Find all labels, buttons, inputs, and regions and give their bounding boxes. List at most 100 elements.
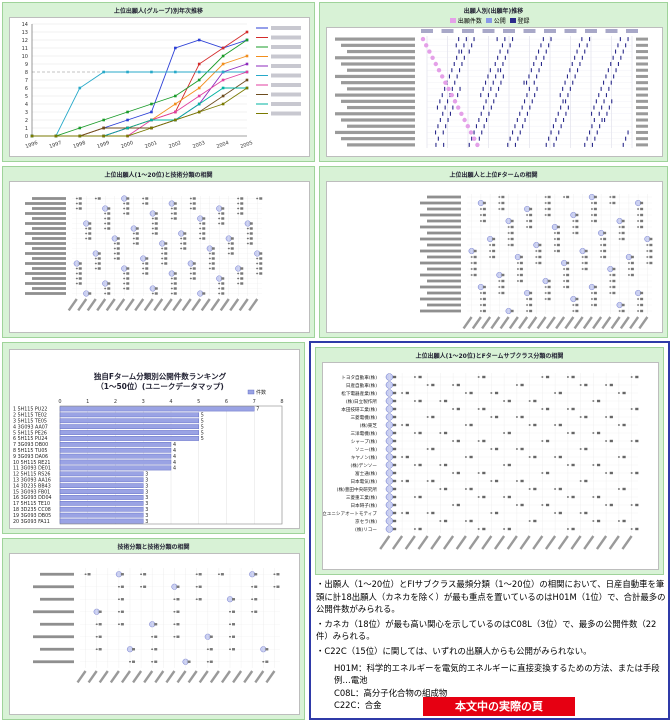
applicant-label: 三洋電機(株) [350, 430, 377, 437]
matrix-area [326, 181, 663, 333]
bubble-value [259, 267, 263, 270]
bubble-value [510, 243, 514, 247]
data-tick [459, 86, 461, 91]
panel-applicant-fterm-matrix: 上位出願人と上位Fタームの相関 [319, 166, 668, 338]
bubble-value [443, 431, 448, 435]
col-label [87, 670, 98, 684]
bubble-value [431, 479, 435, 483]
row-count [636, 43, 648, 47]
year-label [626, 29, 638, 33]
data-tick [555, 136, 557, 141]
data-tick [627, 37, 629, 42]
panel-title: 上位出願人(1〜20位)と技術分類の相関 [104, 172, 213, 179]
applicant-label: (株)デンソー [350, 462, 377, 469]
bubble-value [202, 217, 206, 220]
bubble-value [566, 273, 570, 277]
data-tick [548, 43, 550, 48]
bubble-value [431, 415, 435, 419]
bubble-value [545, 471, 550, 475]
row-count [636, 87, 648, 91]
category-label: 3 5H115 TE05 [13, 419, 47, 425]
bubble-value [473, 273, 477, 277]
bubble-value [482, 285, 486, 289]
data-dot [427, 49, 432, 54]
data-tick [603, 80, 605, 85]
bubble-value [558, 391, 562, 395]
bubble-value [249, 227, 253, 230]
data-tick [605, 93, 607, 98]
bubble-value [533, 455, 537, 459]
data-tick [599, 124, 601, 129]
bar [59, 483, 144, 489]
bubble-value [221, 287, 225, 290]
data-tick [596, 130, 598, 135]
row-label [33, 635, 74, 639]
data-tick [507, 142, 509, 147]
bubble-value [443, 487, 448, 491]
col-label [238, 298, 249, 312]
data-tick [598, 111, 600, 116]
bubble-value [556, 243, 560, 247]
row-label [32, 227, 66, 230]
bubble-value [492, 237, 496, 241]
row-label [341, 43, 415, 47]
row-label [347, 87, 415, 91]
bubble-value [469, 519, 473, 523]
data-tick [611, 99, 613, 104]
bubble-value [596, 519, 601, 523]
bar [59, 441, 172, 447]
bubble-value [176, 635, 180, 638]
bar-value-label: 5 [201, 413, 204, 419]
data-point [126, 118, 129, 122]
line-chart-area: 0 1 2 3 4 5 6 7 8 9 10 11 12 13 14 1996 1997 1998 1999 2000… [9, 17, 310, 157]
data-tick [519, 111, 521, 116]
legend-swatch [450, 18, 456, 23]
data-tick [468, 49, 470, 54]
bubble-value [482, 527, 486, 531]
bubble-value [456, 383, 460, 387]
row-label [25, 202, 66, 205]
data-tick [519, 130, 521, 135]
data-point [78, 86, 82, 90]
col-label [621, 535, 633, 550]
bubble-value [501, 273, 505, 277]
bubble-value [635, 471, 639, 475]
data-tick [569, 68, 571, 73]
bubble-value [621, 225, 625, 229]
col-label [471, 316, 482, 330]
bubble-value [584, 447, 588, 451]
data-tick [535, 55, 537, 60]
bubble-value [164, 252, 168, 255]
data-tick [483, 124, 485, 129]
row-label [341, 81, 415, 85]
row-label [427, 195, 461, 199]
bubble-value [520, 383, 524, 387]
bubble-value [566, 261, 570, 265]
col-label [134, 298, 145, 312]
x-tick-label: 1997 [49, 140, 63, 150]
legend-label [271, 54, 301, 59]
bubble-value [392, 431, 397, 435]
data-tick [531, 99, 533, 104]
matrix-area [9, 181, 310, 333]
data-tick [492, 80, 494, 85]
category-label: 13 3G093 AA16 [13, 478, 51, 484]
bubble-value [107, 222, 111, 225]
row-label [32, 237, 66, 240]
category-label: 9 3G093 DA06 [13, 454, 48, 460]
bubble-value [545, 375, 550, 379]
legend-label [271, 35, 301, 40]
bubble-value [392, 519, 397, 523]
bubble-value [240, 197, 244, 200]
data-tick [442, 130, 444, 135]
bubble-value [649, 249, 653, 253]
bubble-value [556, 249, 560, 253]
y-tick-label: 14 [22, 22, 28, 28]
bubble-value [593, 285, 597, 289]
bubble-value [640, 291, 644, 295]
data-tick [490, 86, 492, 91]
bubble-value [473, 267, 477, 271]
col-label [592, 316, 603, 330]
bubble-value [501, 195, 505, 199]
data-tick [509, 43, 511, 48]
